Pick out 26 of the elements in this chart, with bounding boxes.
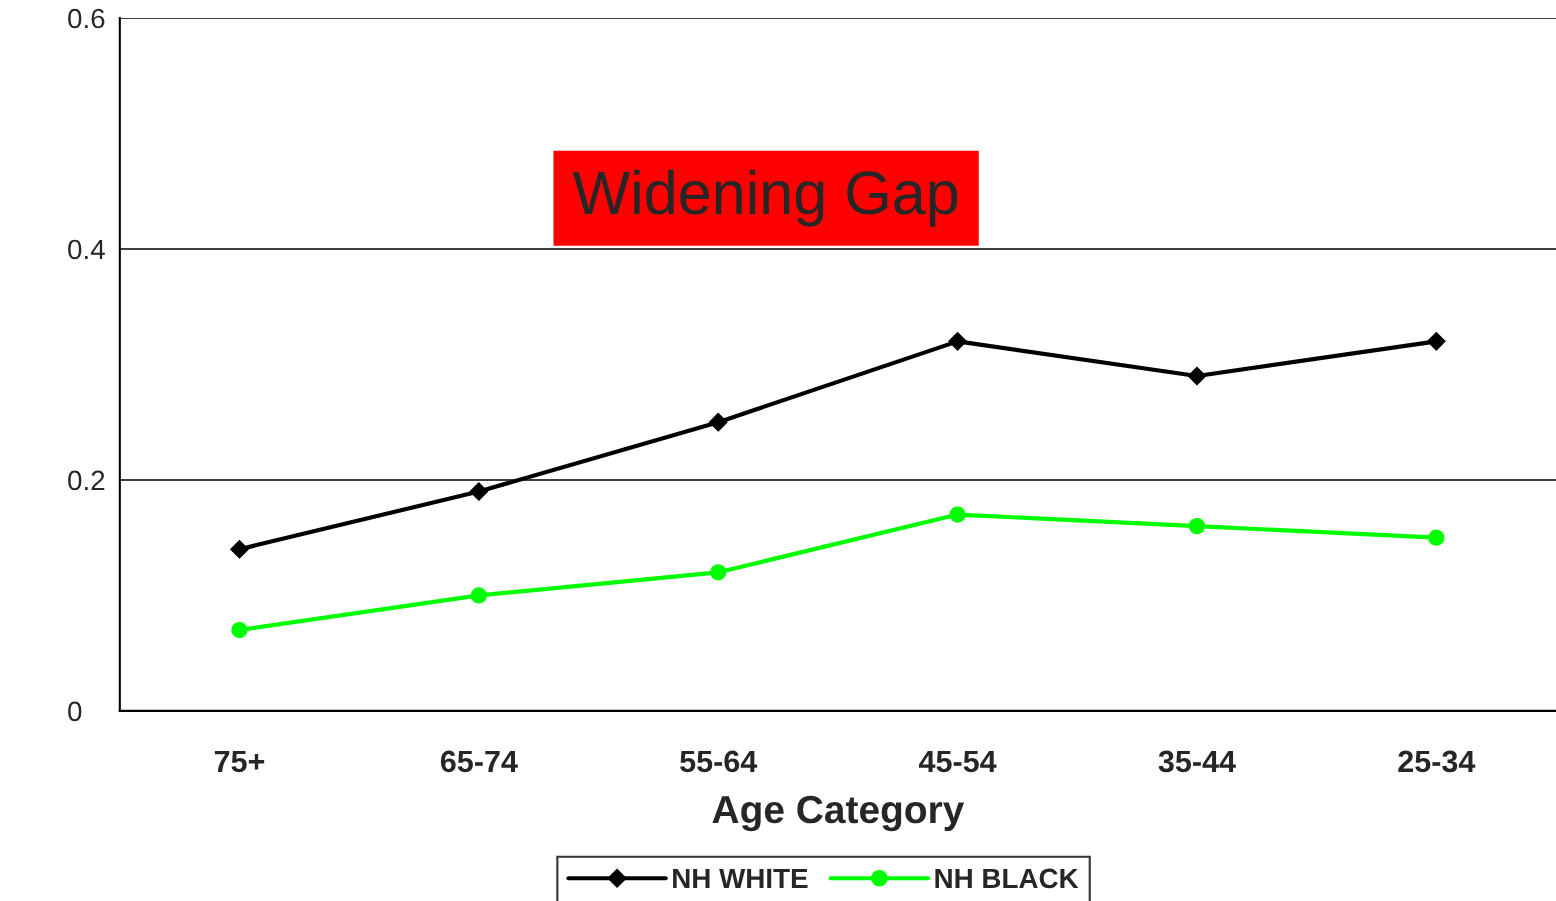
y-tick-label: 0.4: [68, 239, 105, 260]
point: [1426, 332, 1446, 351]
point: [948, 332, 967, 351]
point: [710, 564, 727, 581]
point: [1187, 366, 1207, 386]
point: [469, 482, 489, 501]
x-tick-label: 65-74: [440, 750, 518, 773]
point: [1428, 529, 1445, 546]
annotation: Widening Gap: [572, 169, 958, 227]
x-tick-label: 55-64: [680, 750, 758, 773]
y-tick-label: 0: [68, 701, 82, 722]
x-tick-label: 45-54: [918, 750, 997, 773]
point: [708, 412, 728, 432]
point: [949, 506, 966, 523]
x-tick-label: 75+: [214, 750, 265, 773]
y-tick-label: 0.2: [68, 470, 105, 491]
point: [231, 621, 248, 639]
point: [230, 539, 249, 559]
x-axis-title: Age Category: [712, 795, 965, 832]
point: [1188, 517, 1206, 535]
x-tick-label: 35-44: [1158, 750, 1236, 773]
legend-label: NH WHITE: [673, 868, 808, 888]
y-tick-label: 0.6: [68, 8, 105, 29]
x-tick-label: 25-34: [1398, 750, 1476, 773]
legend-label: NH BLACK: [935, 868, 1079, 889]
point: [470, 587, 488, 604]
